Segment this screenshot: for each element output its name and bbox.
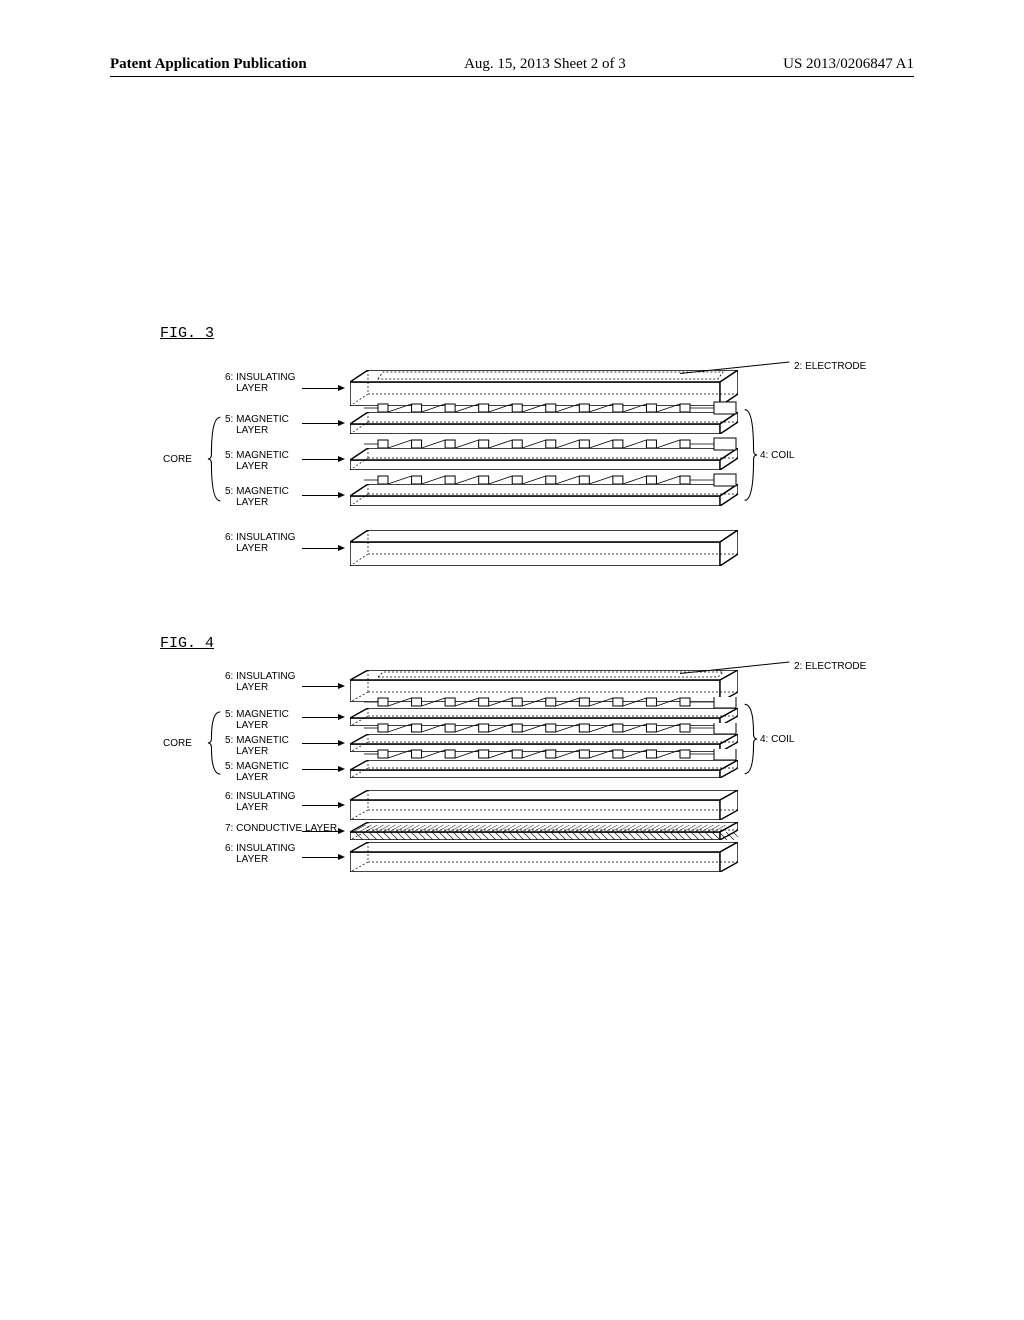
layer-slab	[350, 842, 738, 872]
layer-row: 6: INSULATING LAYER	[150, 530, 914, 564]
arrow-head-icon	[338, 683, 345, 689]
header-right: US 2013/0206847 A1	[783, 56, 914, 73]
arrow-head-icon	[338, 385, 345, 391]
layer-row: 5: MAGNETIC LAYER	[150, 484, 914, 518]
layer-slab	[350, 530, 738, 566]
layer-label: 5: MAGNETIC LAYER	[225, 761, 289, 783]
arrow-line	[302, 686, 339, 687]
figure-3-label-text: FIG. 3	[160, 325, 214, 342]
arrow-head-icon	[338, 492, 345, 498]
coil-label: 4: COIL	[760, 734, 794, 745]
core-brace	[207, 412, 223, 506]
arrow-line	[302, 717, 339, 718]
layer-label: 6: INSULATING LAYER	[225, 372, 295, 394]
layer-label: 5: MAGNETIC LAYER	[225, 709, 289, 731]
arrow-line	[302, 548, 339, 549]
layer-label: 5: MAGNETIC LAYER	[225, 735, 289, 757]
layer-row: 6: INSULATING LAYER	[150, 842, 914, 876]
layer-label: 5: MAGNETIC LAYER	[225, 414, 289, 436]
arrow-head-icon	[338, 420, 345, 426]
arrow-line	[302, 423, 339, 424]
arrow-head-icon	[338, 456, 345, 462]
arrow-head-icon	[338, 828, 345, 834]
electrode-label: 2: ELECTRODE	[794, 361, 866, 372]
arrow-head-icon	[338, 802, 345, 808]
core-label: CORE	[163, 738, 192, 749]
layer-label: 5: MAGNETIC LAYER	[225, 450, 289, 472]
layer-label: 6: INSULATING LAYER	[225, 791, 295, 813]
core-label: CORE	[163, 454, 192, 465]
figure-4-label: FIG. 4	[160, 635, 214, 652]
layer-label: 6: INSULATING LAYER	[225, 532, 295, 554]
arrow-line	[302, 459, 339, 460]
layer-row: 6: INSULATING LAYER	[150, 370, 914, 404]
layer-slab	[350, 790, 738, 820]
arrow-head-icon	[338, 854, 345, 860]
figure-4-label-text: FIG. 4	[160, 635, 214, 652]
page-header: Patent Application Publication Aug. 15, …	[110, 56, 914, 77]
layer-label: 7: CONDUCTIVE LAYER	[225, 823, 337, 834]
core-brace	[207, 708, 223, 778]
coil-label: 4: COIL	[760, 450, 794, 461]
electrode-label: 2: ELECTRODE	[794, 661, 866, 672]
arrow-head-icon	[338, 714, 345, 720]
arrow-head-icon	[338, 740, 345, 746]
layer-label: 6: INSULATING LAYER	[225, 843, 295, 865]
arrow-line	[302, 805, 339, 806]
arrow-line	[302, 495, 339, 496]
arrow-head-icon	[338, 545, 345, 551]
layer-label: 6: INSULATING LAYER	[225, 671, 295, 693]
layer-slab	[350, 822, 738, 840]
arrow-line	[302, 831, 339, 832]
layer-row: 6: INSULATING LAYER	[150, 790, 914, 824]
arrow-line	[302, 769, 339, 770]
header-center: Aug. 15, 2013 Sheet 2 of 3	[464, 56, 626, 73]
layer-label: 5: MAGNETIC LAYER	[225, 486, 289, 508]
coil-brace	[742, 404, 758, 506]
header-left: Patent Application Publication	[110, 56, 307, 73]
arrow-line	[302, 388, 339, 389]
arrow-line	[302, 857, 339, 858]
figure-3-label: FIG. 3	[160, 325, 214, 342]
layer-row: 5: MAGNETIC LAYER	[150, 760, 914, 794]
arrow-line	[302, 743, 339, 744]
coil-brace	[742, 700, 758, 778]
arrow-head-icon	[338, 766, 345, 772]
